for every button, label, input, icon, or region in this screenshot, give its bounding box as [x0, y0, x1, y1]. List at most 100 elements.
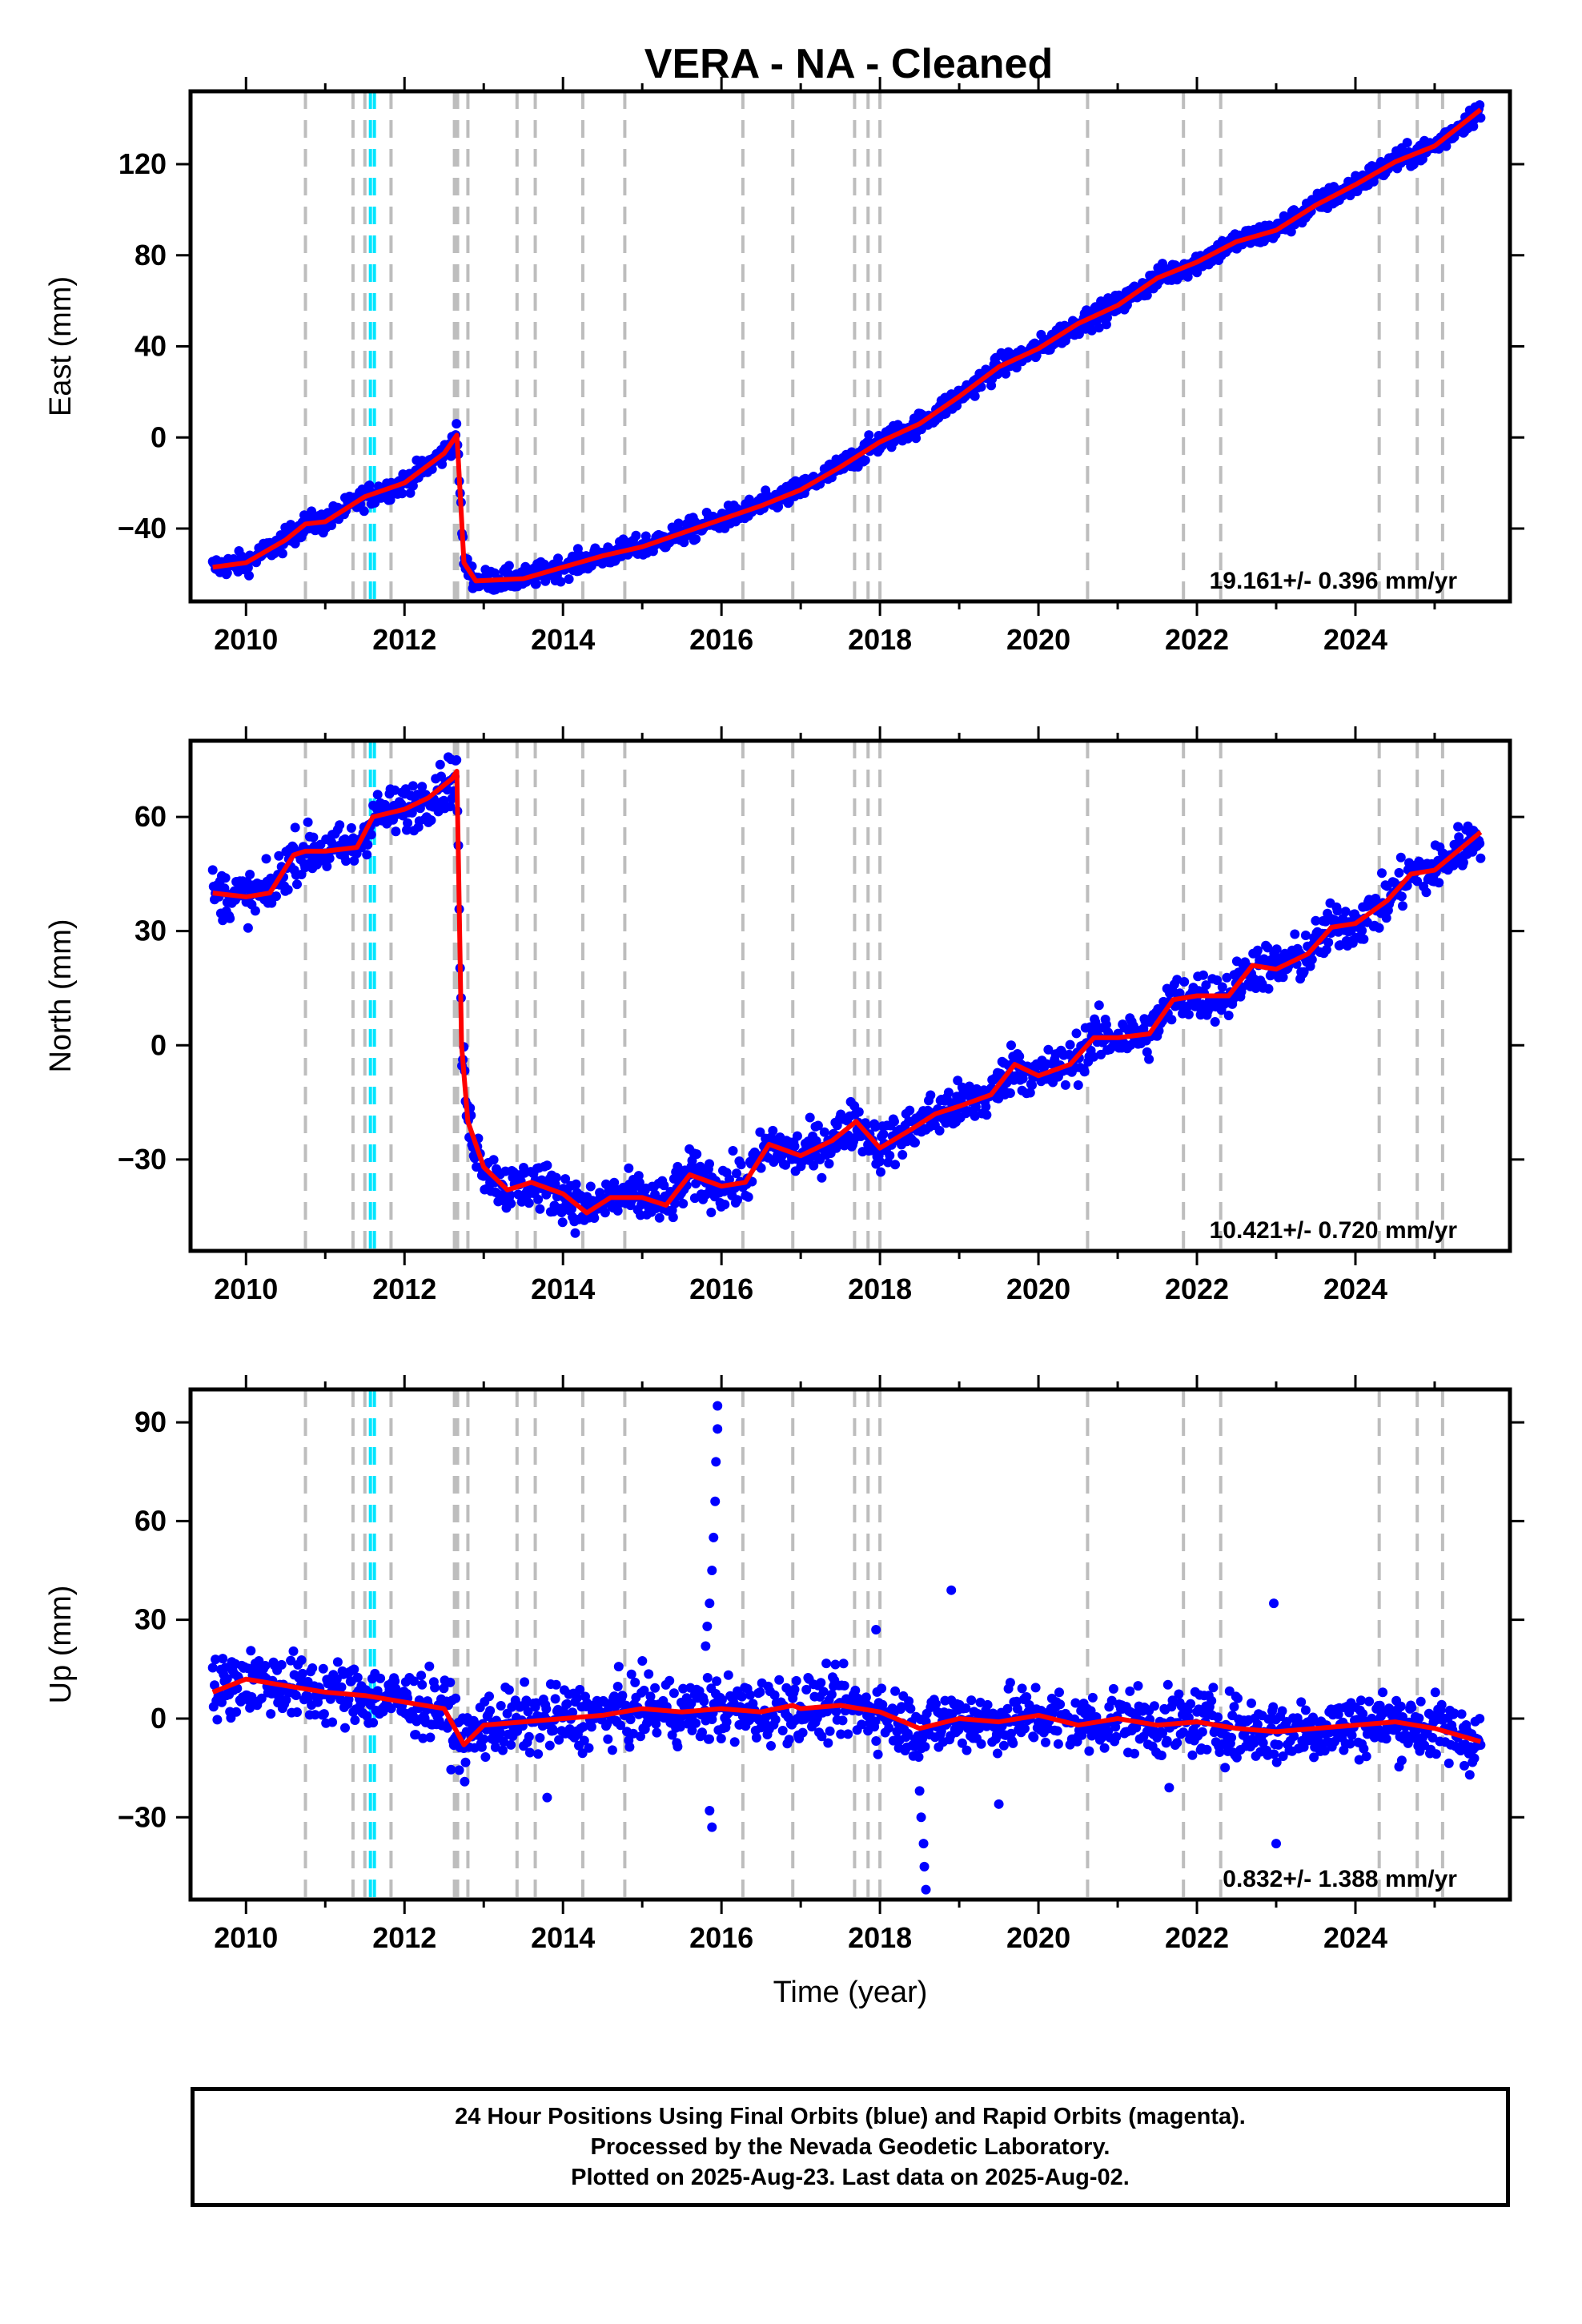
data-point: [1300, 1705, 1311, 1715]
data-point: [1398, 901, 1407, 911]
data-point: [823, 1738, 833, 1748]
data-point: [897, 1150, 908, 1160]
data-point: [1183, 1009, 1194, 1019]
data-point: [905, 1703, 916, 1714]
data-point: [650, 1683, 661, 1693]
outlier-point: [707, 1822, 717, 1832]
data-point: [766, 1741, 776, 1751]
data-point: [454, 1765, 464, 1775]
data-point: [244, 570, 254, 581]
data-point: [307, 1663, 318, 1673]
plot-frame: [188, 738, 1512, 1253]
data-point: [261, 854, 271, 864]
data-point: [1247, 1698, 1256, 1708]
data-point: [1421, 887, 1431, 898]
data-point: [551, 1172, 561, 1183]
data-point: [903, 1728, 913, 1739]
data-point: [1392, 1723, 1403, 1733]
data-point: [797, 1727, 808, 1738]
footer-line-3: Plotted on 2025-Aug-23. Last data on 202…: [571, 2165, 1130, 2190]
data-point: [554, 1735, 564, 1745]
data-point: [551, 1679, 561, 1690]
data-point: [1475, 838, 1485, 849]
data-point: [260, 1661, 271, 1671]
data-point: [1263, 943, 1273, 953]
y-tick-label: 40: [135, 330, 167, 363]
data-point: [1052, 1726, 1062, 1736]
data-point: [1453, 822, 1464, 832]
data-point: [446, 1764, 456, 1775]
data-point: [564, 574, 574, 585]
data-point: [1233, 1693, 1243, 1703]
data-point: [998, 1740, 1009, 1751]
outlier-point: [710, 1496, 721, 1506]
data-point: [372, 790, 383, 800]
data-point: [607, 1745, 617, 1755]
data-point: [324, 853, 335, 863]
data-point: [586, 1722, 596, 1732]
data-point: [1278, 1751, 1288, 1761]
data-point: [1224, 1686, 1235, 1696]
data-point: [292, 879, 302, 890]
data-point: [1017, 1683, 1027, 1694]
daily-positions: [207, 100, 1486, 595]
data-point: [439, 795, 449, 806]
data-point: [878, 1129, 889, 1140]
data-point: [1289, 1731, 1299, 1741]
data-point: [1186, 1699, 1196, 1709]
data-point: [970, 391, 980, 401]
data-point: [310, 1710, 320, 1720]
data-point: [633, 1171, 644, 1181]
data-point: [460, 1776, 470, 1787]
y-axis-label: North (mm): [44, 919, 78, 1072]
data-point: [499, 1737, 509, 1747]
data-point: [504, 1685, 514, 1695]
data-point: [386, 1703, 396, 1714]
data-point: [774, 1675, 785, 1685]
data-point: [1222, 972, 1232, 983]
data-point: [417, 782, 428, 792]
data-point: [567, 1204, 576, 1214]
data-point: [1290, 929, 1300, 939]
data-point: [1182, 1001, 1193, 1011]
data-point: [277, 549, 287, 559]
data-point: [362, 850, 372, 860]
data-point: [1087, 1692, 1098, 1703]
data-point: [1073, 1080, 1083, 1090]
data-point: [1008, 1738, 1018, 1748]
data-point: [231, 1707, 242, 1717]
data-point: [553, 553, 563, 564]
data-point: [1296, 1697, 1307, 1707]
data-point: [1212, 975, 1222, 985]
data-point: [1273, 1739, 1283, 1750]
data-point: [651, 1719, 661, 1729]
x-tick-label: 2010: [214, 1273, 278, 1305]
data-point: [1330, 1736, 1340, 1747]
data-point: [857, 1719, 867, 1730]
data-point: [1125, 1686, 1135, 1696]
data-point: [957, 1738, 967, 1748]
data-point: [1111, 1731, 1122, 1742]
data-point: [974, 1723, 985, 1733]
data-point: [533, 1194, 544, 1204]
data-point: [1220, 1763, 1231, 1773]
x-tick-label: 2024: [1323, 1273, 1387, 1305]
data-point: [1071, 1028, 1082, 1039]
data-point: [1144, 1054, 1154, 1064]
data-point: [319, 1709, 329, 1719]
data-point: [1258, 1738, 1268, 1748]
data-point: [446, 451, 456, 461]
data-point: [405, 488, 416, 498]
data-point: [755, 1687, 765, 1697]
data-point: [885, 1150, 895, 1160]
data-point: [626, 1669, 636, 1679]
data-point: [652, 1727, 662, 1738]
data-point: [874, 1156, 885, 1167]
data-point: [784, 1735, 794, 1745]
y-tick-label: −30: [118, 1800, 167, 1833]
data-point: [1223, 1011, 1234, 1020]
data-point: [705, 1159, 714, 1169]
data-point: [1307, 955, 1317, 965]
data-point: [1271, 944, 1282, 955]
data-point: [1475, 100, 1485, 111]
